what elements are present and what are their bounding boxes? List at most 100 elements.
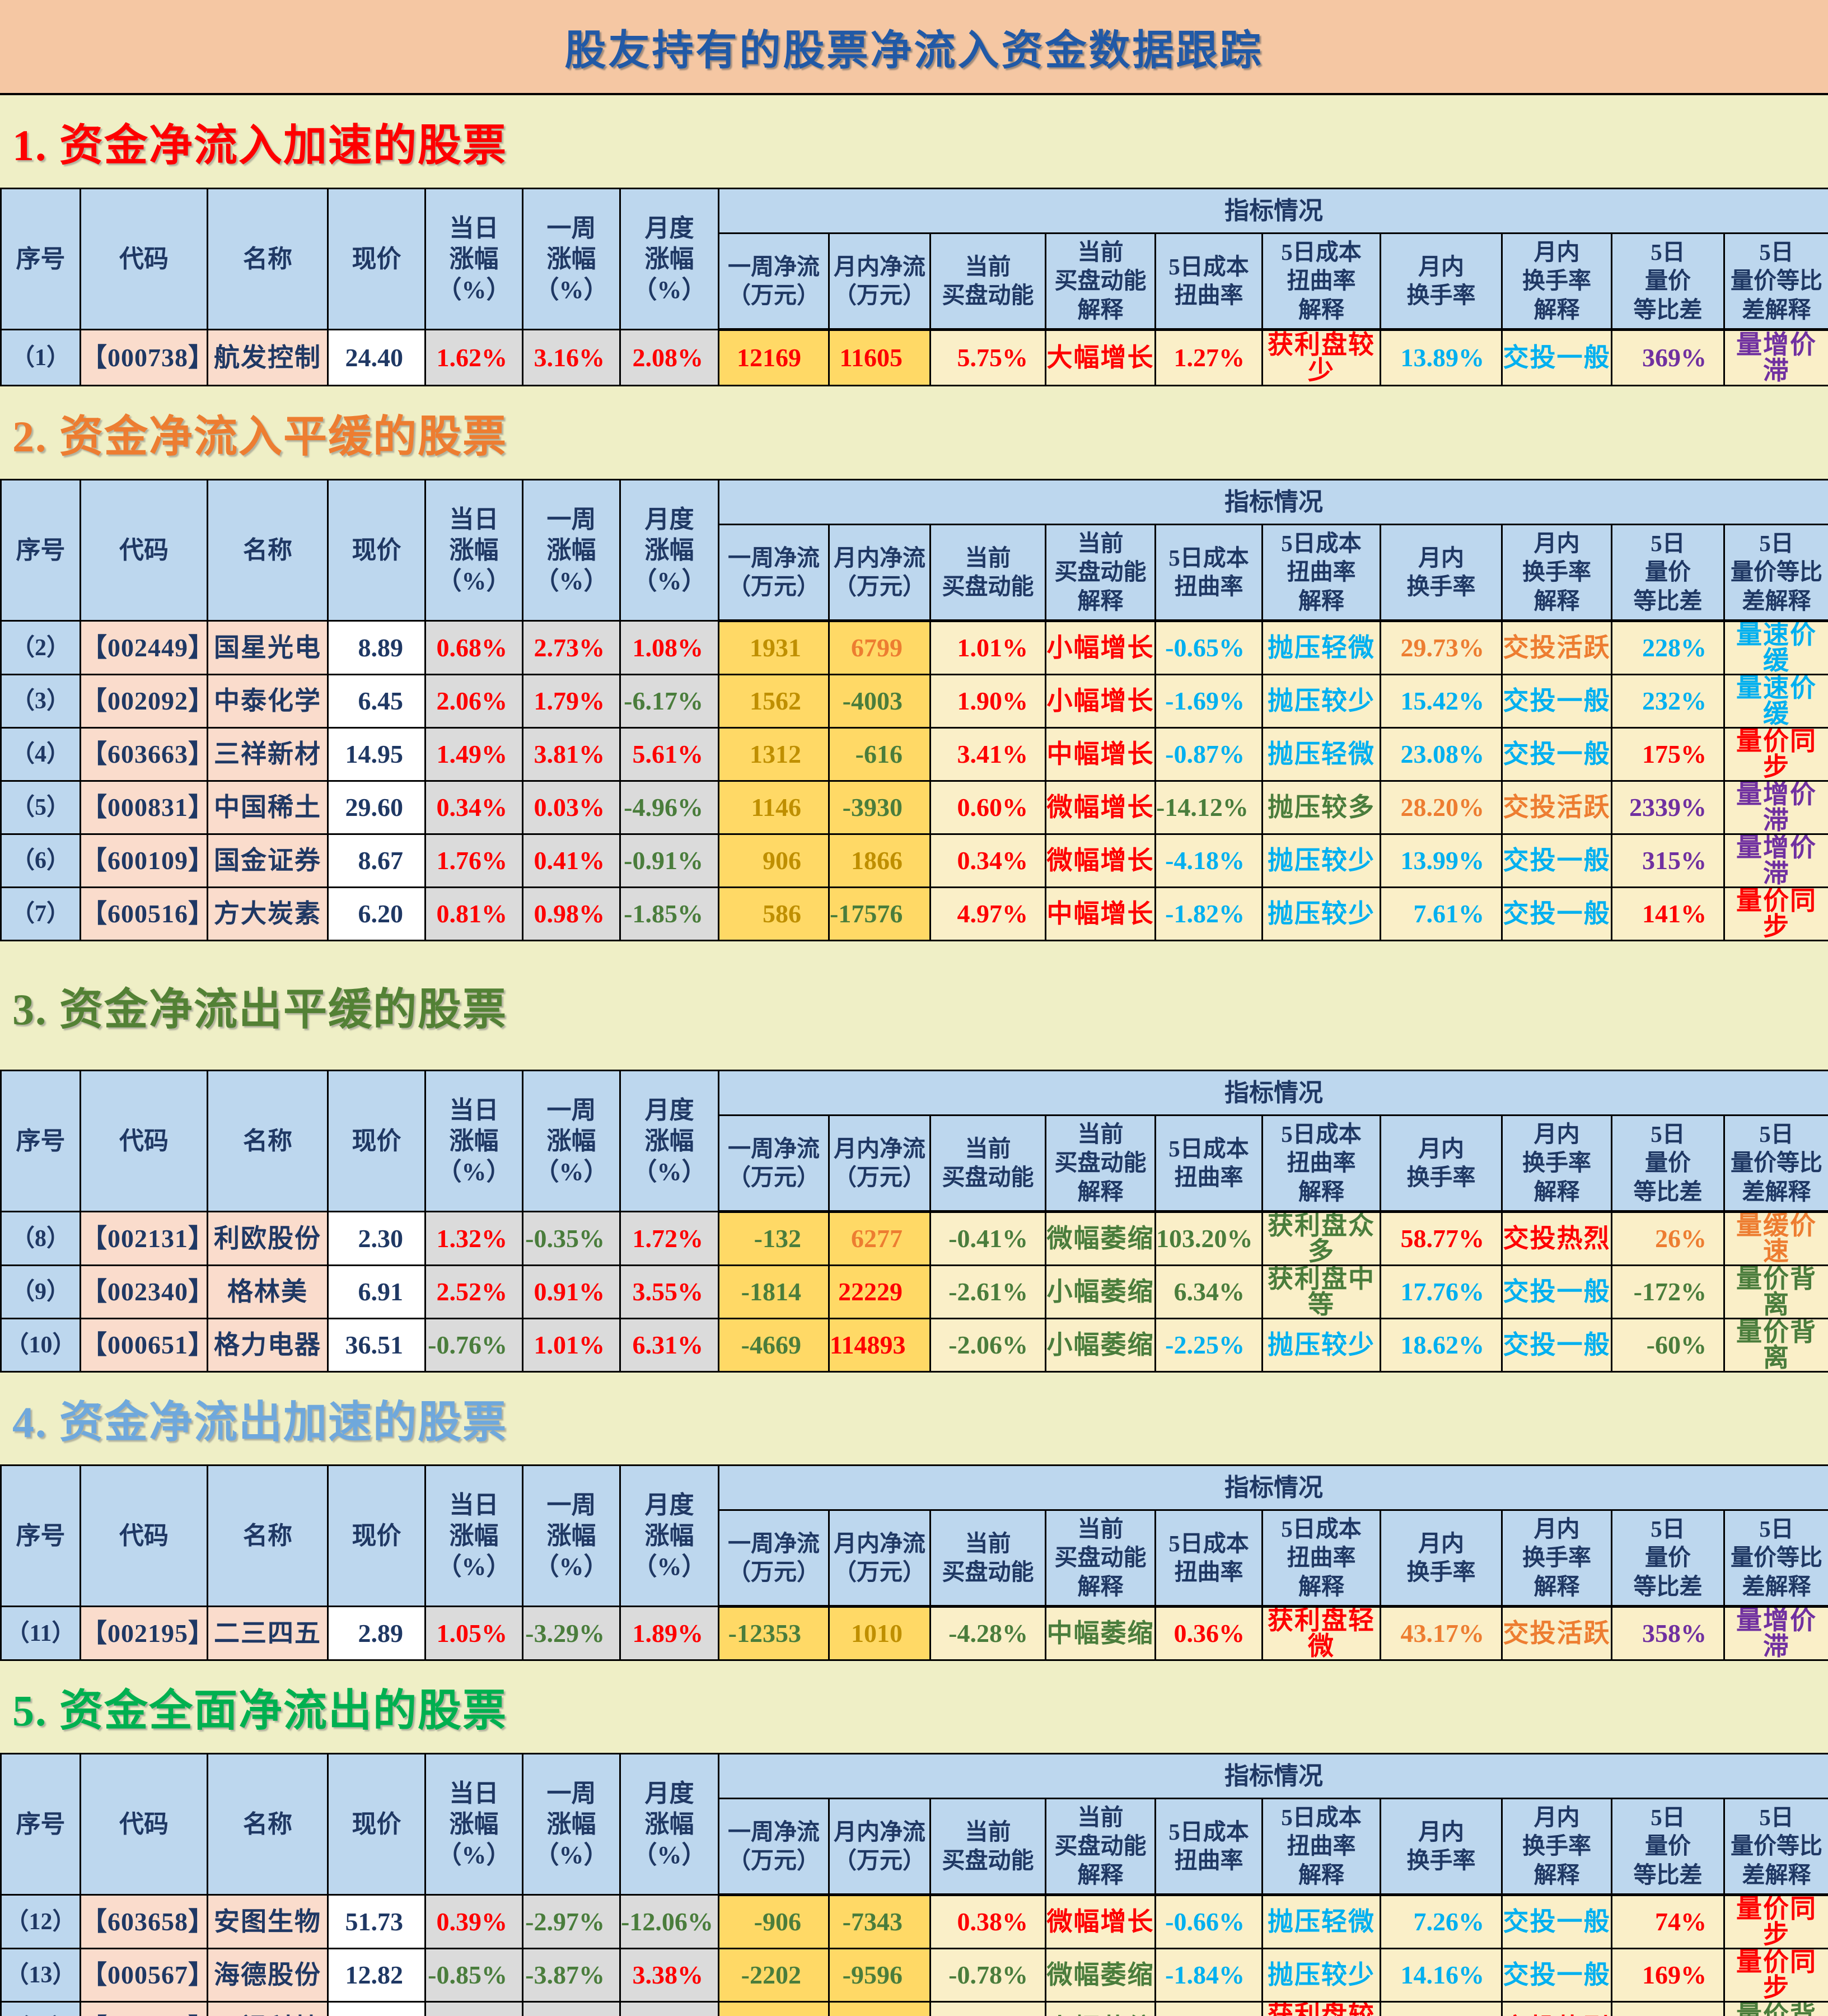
cell-code: 【000567】 [80,1948,208,2003]
cell-turnover: 14.16% [1380,1948,1503,2003]
column-header-twist_note: 5日成本 扭曲率 解释 [1261,1114,1381,1213]
cell-turnover: 13.99% [1380,833,1503,888]
cell-flow_week: -2202 [718,1948,830,2003]
cell-flow_week: -906 [718,1894,830,1949]
cell-ratio_note: 量价同步 [1723,1948,1828,2003]
cell-chg_day: -0.76% [424,1318,523,1373]
column-header-chg_day: 当日 涨幅 （%） [424,479,523,622]
column-header-turnover: 月内 换手率 [1380,1798,1503,1896]
cell-flow_month: 114893 [828,1318,931,1373]
stock-table-3: 序号 代码 名称 现价 当日 涨幅 （%） 一周 涨幅 （%） 月度 涨幅 （%） 指标情况一… [0,1070,1828,1373]
cell-twist: -2.25% [1154,1318,1263,1373]
column-header-twist: 5日成本 扭曲率 [1154,1798,1263,1896]
column-header-seq: 序号 [0,188,81,330]
cell-twist_note: 获利盘较少 [1261,329,1381,386]
cell-turnover_note: 交投一般 [1501,1318,1612,1373]
column-header-chg_week: 一周 涨幅 （%） [522,1464,621,1607]
cell-flow_week: -4669 [718,1318,830,1373]
cell-price: 14.95 [327,727,426,782]
cell-twist_note: 抛压轻微 [1261,620,1381,675]
cell-momentum: -2.61% [929,1264,1046,1319]
column-header-turnover: 月内 换手率 [1380,1114,1503,1213]
stock-table-2: 序号 代码 名称 现价 当日 涨幅 （%） 一周 涨幅 （%） 月度 涨幅 （%） 指标情况一… [0,479,1828,941]
cell-ratio_note: 量增价滞 [1723,329,1828,386]
column-header-name: 名称 [207,1464,329,1607]
cell-ratio_note: 量价背离 [1723,1318,1828,1373]
cell-chg_week: 1.01% [522,1318,621,1373]
cell-price: 2.89 [327,1606,426,1661]
column-header-twist: 5日成本 扭曲率 [1154,1114,1263,1213]
column-header-code: 代码 [80,188,208,330]
cell-flow_month: 1866 [828,833,931,888]
cell-twist_note: 抛压较少 [1261,833,1381,888]
cell-flow_month: -616 [828,727,931,782]
column-header-momentum: 当前 买盘动能 [929,524,1046,622]
cell-flow_month: -9596 [828,1948,931,2003]
column-header-price: 现价 [327,188,426,330]
cell-turnover: 58.77% [1380,1211,1503,1266]
cell-turnover_note: 交投一般 [1501,674,1612,729]
cell-chg_month: 1.08% [619,620,719,675]
cell-turnover: 23.08% [1380,727,1503,782]
cell-code: 【603658】 [80,1894,208,1949]
cell-price: 29.60 [327,780,426,835]
column-header-ratio: 5日 量价 等比差 [1611,232,1725,331]
cell-chg_week: 3.81% [522,727,621,782]
cell-ratio: 2339% [1611,780,1725,835]
cell-momentum_note: 微幅增长 [1045,780,1156,835]
cell-flow_week: 1146 [718,780,830,835]
column-header-ratio_note: 5日 量价等比 差解释 [1723,524,1828,622]
cell-name: 国金证券 [207,833,329,888]
indicator-group-header: 指标情况 [717,188,1828,234]
cell-flow_week: 1562 [718,674,830,729]
column-header-price: 现价 [327,1753,426,1896]
cell-chg_month: -12.06% [619,1894,719,1949]
column-header-chg_day: 当日 涨幅 （%） [424,1070,523,1212]
column-header-name: 名称 [207,1070,329,1212]
cell-chg_month: 3.38% [619,1948,719,2003]
column-header-flow_week: 一周净流 （万元） [718,1509,830,1608]
cell-twist_note: 抛压较多 [1261,780,1381,835]
column-header-twist_note: 5日成本 扭曲率 解释 [1261,1798,1381,1896]
cell-momentum: 0.34% [929,833,1046,888]
column-header-name: 名称 [207,479,329,622]
table-row: （12） 【603658】 安图生物 51.73 0.39% -2.97% -12.06% -… [0,1894,1828,1949]
cell-chg_day: -0.85% [424,1948,523,2003]
table-row: （2） 【002449】 国星光电 8.89 0.68% 2.73% 1.08% 1931 67… [0,620,1828,675]
cell-code: 【002195】 [80,1606,208,1661]
cell-flow_week: -2282 [718,2001,830,2016]
cell-momentum_note: 微幅萎缩 [1045,1948,1156,2003]
cell-chg_day: 2.52% [424,1264,523,1319]
cell-momentum: 1.90% [929,674,1046,729]
column-header-ratio: 5日 量价 等比差 [1611,524,1725,622]
cell-chg_month: 1.72% [619,1211,719,1266]
title-bar: 股友持有的股票净流入资金数据跟踪 [0,0,1828,95]
cell-twist: 103.20% [1154,1211,1263,1266]
column-header-seq: 序号 [0,1464,81,1607]
cell-chg_day: 0.81% [424,886,523,941]
cell-flow_month: -4003 [828,674,931,729]
column-header-twist: 5日成本 扭曲率 [1154,232,1263,331]
cell-turnover_note: 交投一般 [1501,727,1612,782]
cell-turnover: 43.17% [1380,1606,1503,1661]
column-header-price: 现价 [327,1464,426,1607]
cell-chg_day: 0.39% [424,1894,523,1949]
cell-code: 【000651】 [80,1318,208,1373]
cell-twist: 1.27% [1154,329,1263,386]
cell-momentum_note: 小幅萎缩 [1045,1264,1156,1319]
cell-code: 【002131】 [80,1211,208,1266]
cell-ratio: 232% [1611,674,1725,729]
cell-momentum: -4.28% [929,1606,1046,1661]
cell-turnover: 28.20% [1380,780,1503,835]
section-heading-3: 3. 资金净流出平缓的股票 [0,941,1828,1070]
column-header-twist: 5日成本 扭曲率 [1154,1509,1263,1608]
cell-twist_note: 抛压轻微 [1261,727,1381,782]
cell-code: 【301045】 [80,2001,208,2016]
cell-twist: -0.87% [1154,727,1263,782]
cell-flow_week: 586 [718,886,830,941]
cell-twist: 2.27% [1154,2001,1263,2016]
stock-table-5: 序号 代码 名称 现价 当日 涨幅 （%） 一周 涨幅 （%） 月度 涨幅 （%） 指标情况一… [0,1753,1828,2016]
cell-price: 24.40 [327,329,426,386]
table-row: （11） 【002195】 二三四五 2.89 1.05% -3.29% 1.89% -123… [0,1606,1828,1661]
cell-ratio_note: 量增价滞 [1723,833,1828,888]
